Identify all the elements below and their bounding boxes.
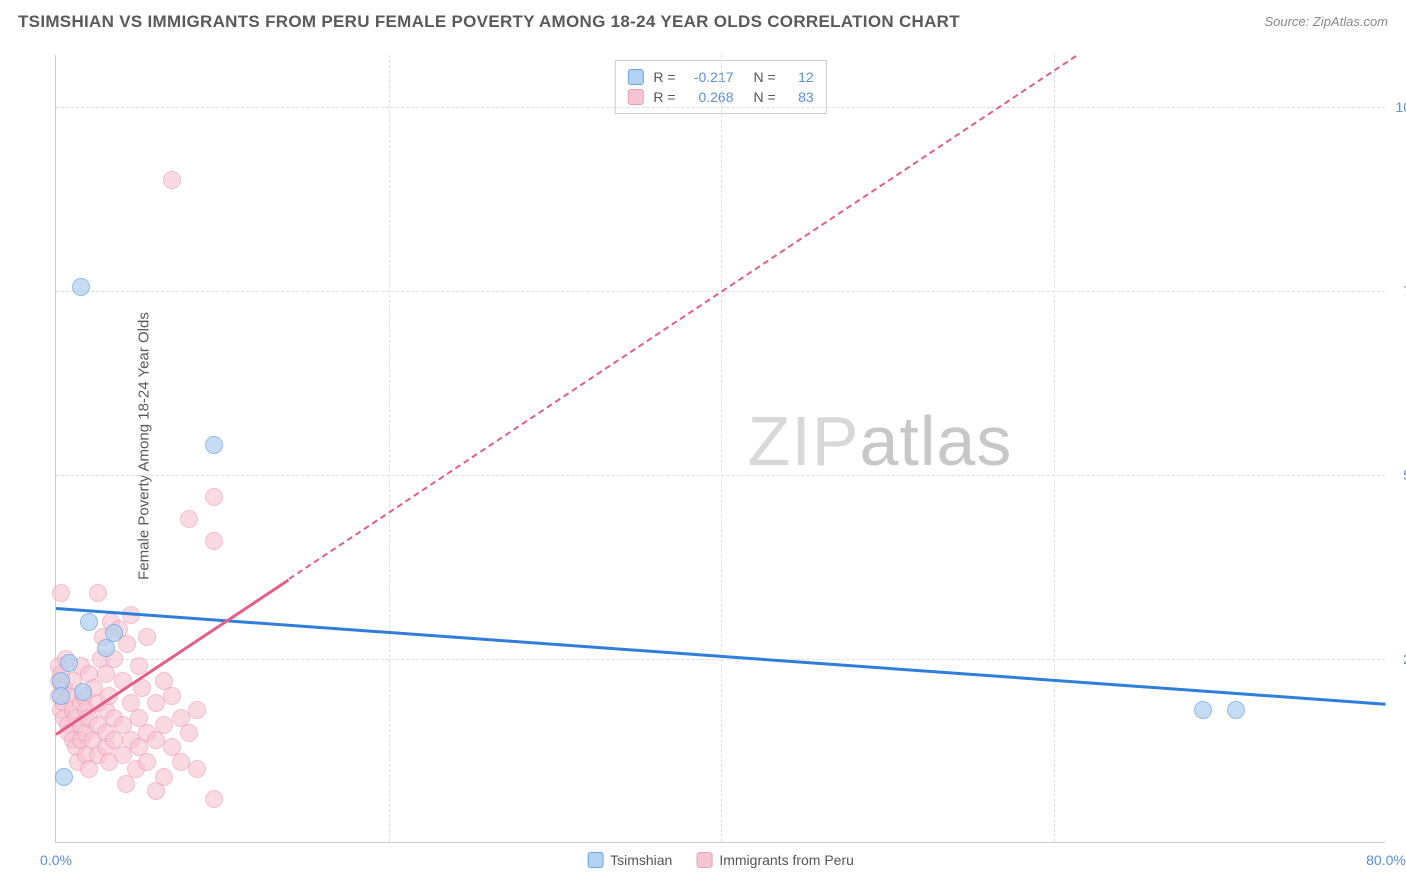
stat-n-label: N = bbox=[754, 69, 776, 85]
data-point bbox=[205, 790, 223, 808]
gridline-vertical bbox=[389, 55, 390, 842]
legend-label: Tsimshian bbox=[610, 852, 672, 868]
stat-r-label: R = bbox=[653, 89, 675, 105]
data-point bbox=[1194, 701, 1212, 719]
data-point bbox=[188, 701, 206, 719]
data-point bbox=[60, 654, 78, 672]
x-tick-label: 80.0% bbox=[1366, 852, 1406, 868]
chart-title: TSIMSHIAN VS IMMIGRANTS FROM PERU FEMALE… bbox=[18, 12, 960, 32]
data-point bbox=[205, 436, 223, 454]
data-point bbox=[180, 724, 198, 742]
x-tick-label: 0.0% bbox=[40, 852, 72, 868]
legend-item: Immigrants from Peru bbox=[696, 852, 854, 868]
data-point bbox=[188, 760, 206, 778]
legend-swatch bbox=[696, 852, 712, 868]
watermark: ZIPatlas bbox=[748, 401, 1013, 481]
data-point bbox=[138, 628, 156, 646]
data-point bbox=[205, 532, 223, 550]
data-point bbox=[97, 639, 115, 657]
data-point bbox=[163, 171, 181, 189]
plot-area: ZIPatlas R =-0.217N =12R =0.268N =83 Tsi… bbox=[55, 55, 1385, 843]
data-point bbox=[1227, 701, 1245, 719]
data-point bbox=[155, 768, 173, 786]
data-point bbox=[180, 510, 198, 528]
stat-n-value: 83 bbox=[786, 89, 814, 105]
series-swatch bbox=[627, 89, 643, 105]
data-point bbox=[147, 694, 165, 712]
y-tick-label: 75.0% bbox=[1388, 283, 1406, 299]
legend-item: Tsimshian bbox=[587, 852, 672, 868]
gridline-vertical bbox=[721, 55, 722, 842]
series-swatch bbox=[627, 69, 643, 85]
chart-container: TSIMSHIAN VS IMMIGRANTS FROM PERU FEMALE… bbox=[0, 0, 1406, 892]
stat-r-value: -0.217 bbox=[686, 69, 734, 85]
stat-r-label: R = bbox=[653, 69, 675, 85]
data-point bbox=[172, 753, 190, 771]
data-point bbox=[74, 683, 92, 701]
data-point bbox=[52, 584, 70, 602]
data-point bbox=[205, 488, 223, 506]
data-point bbox=[52, 687, 70, 705]
legend-swatch bbox=[587, 852, 603, 868]
data-point bbox=[138, 753, 156, 771]
data-point bbox=[163, 687, 181, 705]
data-point bbox=[55, 768, 73, 786]
data-point bbox=[89, 584, 107, 602]
y-tick-label: 25.0% bbox=[1388, 651, 1406, 667]
stat-n-value: 12 bbox=[786, 69, 814, 85]
data-point bbox=[80, 613, 98, 631]
trend-line-extrapolated bbox=[288, 55, 1076, 580]
y-tick-label: 50.0% bbox=[1388, 467, 1406, 483]
legend: Tsimshian Immigrants from Peru bbox=[587, 852, 854, 868]
legend-label: Immigrants from Peru bbox=[719, 852, 854, 868]
gridline-vertical bbox=[1054, 55, 1055, 842]
stat-r-value: 0.268 bbox=[686, 89, 734, 105]
data-point bbox=[155, 716, 173, 734]
y-tick-label: 100.0% bbox=[1388, 99, 1406, 115]
stat-n-label: N = bbox=[754, 89, 776, 105]
data-point bbox=[72, 278, 90, 296]
source-label: Source: ZipAtlas.com bbox=[1264, 14, 1388, 29]
